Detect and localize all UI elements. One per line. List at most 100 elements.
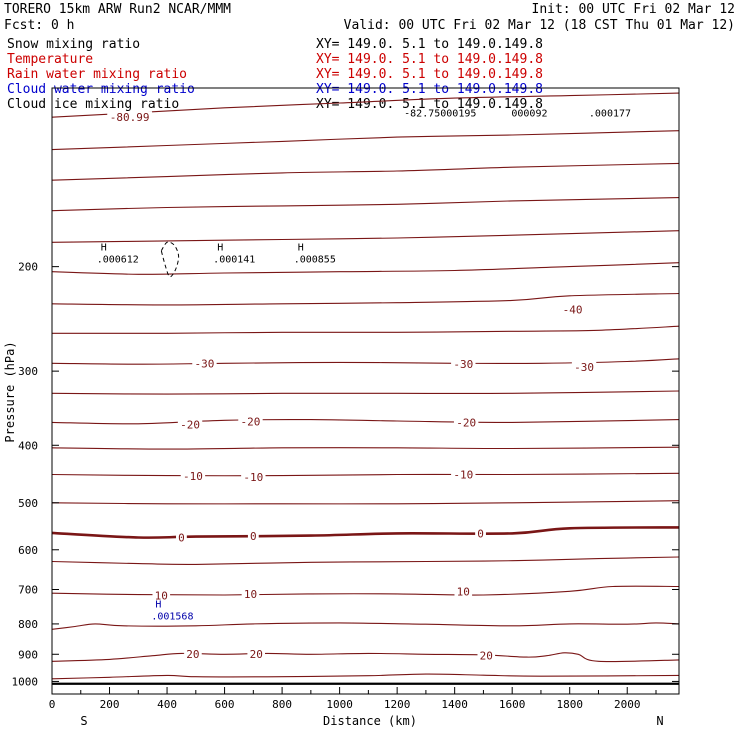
- extremum-letter-0: H: [101, 243, 107, 254]
- x-tick-label-2000: 2000: [614, 698, 641, 711]
- extremum-letter-1: H: [217, 243, 223, 254]
- y-tick-label-900: 900: [18, 648, 38, 661]
- isotherm-m20: [52, 418, 679, 425]
- valid-time: Valid: 00 UTC Fri 02 Mar 12 (18 CST Thu …: [344, 18, 735, 33]
- extremum-value-3: .001568: [151, 611, 193, 622]
- x-tick-label-800: 800: [272, 698, 292, 711]
- isotherm-0: [52, 526, 679, 539]
- isotherm-label-bg-7: [453, 416, 479, 429]
- isotherm-label-bg-11: [176, 531, 187, 544]
- isotherm-m55: [52, 197, 679, 212]
- extremum-value-5: 000092: [511, 109, 547, 120]
- isotherm-m50: [52, 230, 679, 243]
- isotherm-m15: [52, 446, 679, 450]
- plot-border: [51, 87, 680, 695]
- isotherm-label-15: 10: [244, 588, 257, 601]
- isotherm-label-8: -10: [183, 470, 203, 483]
- x-tick-label-400: 400: [157, 698, 177, 711]
- isotherm-label-bg-2: [192, 357, 217, 370]
- isotherm-label-bg-15: [241, 588, 260, 601]
- isotherm-5: [52, 556, 679, 565]
- isotherm-label-11: 0: [178, 531, 185, 544]
- x-tick-label-0: 0: [49, 698, 56, 711]
- isotherm-lines: [52, 92, 679, 685]
- isotherm-10: [52, 585, 679, 596]
- isotherm-label-12: 0: [250, 530, 257, 543]
- extremum-value-1: .000141: [213, 255, 255, 266]
- isotherm-label-3: -30: [453, 358, 473, 371]
- isotherm-m25: [52, 390, 679, 395]
- isotherm-label-9: -10: [243, 471, 263, 484]
- isotherm-m5: [52, 500, 679, 505]
- init-time: Init: 00 UTC Fri 02 Mar 12: [532, 2, 736, 17]
- isotherm-label-bg-10: [451, 468, 476, 481]
- x-tick-label-200: 200: [100, 698, 120, 711]
- isotherm-label-0: -80.99: [110, 111, 150, 124]
- extremum-value-0: .000612: [97, 255, 139, 266]
- model-title: TORERO 15km ARW Run2 NCAR/MMM: [4, 2, 231, 17]
- y-tick-label-200: 200: [18, 261, 38, 274]
- extrema-labels: H.000612H.000141H.000855H.001568-82.7500…: [97, 109, 631, 623]
- x-axis-ticks: 0 200 400 600 800 1000 1200 1400 1600 1800 2000: [49, 687, 657, 711]
- isotherm-label-bg-16: [454, 585, 473, 598]
- isotherm-15: [52, 622, 679, 630]
- isotherm-label-bg-18: [247, 647, 266, 660]
- isotherm-label-6: -20: [241, 416, 261, 429]
- isotherm-label-19: 20: [480, 650, 493, 663]
- isotherm-label-16: 10: [457, 585, 470, 598]
- isotherm-labels: -80.99 -40 -30 -30 -30 -20 -20 -20 -10 -10 -10 0 0 0 1…: [107, 111, 597, 663]
- isotherm-m60: [52, 162, 679, 181]
- isotherm-label-bg-12: [247, 530, 259, 543]
- isotherm-label-2: -30: [194, 357, 214, 370]
- isotherm-label-10: -10: [453, 468, 473, 481]
- y-tick-label-600: 600: [18, 544, 38, 557]
- field-cloud-ice-label: Cloud ice mixing ratio: [7, 97, 179, 112]
- x-axis-title: Distance (km): [323, 714, 417, 728]
- isotherm-label-bg-14: [152, 589, 171, 602]
- field-rain-xy: XY= 149.0. 5.1 to 149.0.149.8: [316, 67, 543, 82]
- isotherm-label-bg-5: [177, 418, 203, 431]
- field-snow-xy: XY= 149.0. 5.1 to 149.0.149.8: [316, 37, 543, 52]
- extremum-value-2: .000855: [294, 255, 336, 266]
- extremum-value-4: -82.75000195: [404, 109, 476, 120]
- isotherm-label-18: 20: [250, 648, 263, 661]
- isotherm-25: [52, 673, 679, 680]
- x-tick-label-1800: 1800: [556, 698, 583, 711]
- isotherm-label-bg-3: [451, 358, 476, 371]
- field-cloud-water-label: Cloud water mixing ratio: [7, 82, 195, 97]
- isotherm-label-bg-4: [571, 360, 597, 373]
- x-tick-label-1200: 1200: [384, 698, 411, 711]
- isotherm-label-4: -30: [574, 361, 594, 374]
- isotherm-label-bg-1: [560, 303, 585, 316]
- isotherm-label-1: -40: [563, 303, 583, 316]
- x-tick-label-1000: 1000: [326, 698, 353, 711]
- plot-frame: [51, 87, 680, 695]
- isotherm-m30: [52, 358, 679, 365]
- x-tick-label-1600: 1600: [499, 698, 526, 711]
- isotherm-label-bg-19: [477, 649, 496, 662]
- isotherm-label-14: 10: [155, 589, 168, 602]
- isotherm-m65: [52, 130, 679, 151]
- isotherm-label-bg-13: [475, 527, 486, 540]
- field-temperature-xy: XY= 149.0. 5.1 to 149.0.149.8: [316, 52, 543, 67]
- y-tick-label-700: 700: [18, 584, 38, 597]
- y-axis-title: Pressure (hPa): [3, 341, 17, 442]
- isotherm-m40: [52, 292, 679, 306]
- extremum-value-6: .000177: [589, 109, 631, 120]
- isotherm-m10: [52, 472, 679, 477]
- isotherm-label-13: 0: [477, 527, 484, 540]
- extremum-letter-3: H: [155, 599, 161, 610]
- field-temperature-label: Temperature: [7, 52, 93, 67]
- isotherm-label-5: -20: [180, 418, 200, 431]
- field-rain-label: Rain water mixing ratio: [7, 67, 187, 82]
- isotherm-20: [52, 652, 679, 663]
- snow-mixing-contours: [160, 241, 180, 278]
- isotherm-label-bg-6: [238, 415, 263, 428]
- field-cloud-ice-xy: XY= 149.0. 5.1 to 149.0.149.8: [316, 97, 543, 112]
- north-label: N: [656, 714, 663, 728]
- isotherm-label-7: -20: [456, 416, 476, 429]
- field-snow-label: Snow mixing ratio: [7, 37, 140, 52]
- isotherm-label-bg-0: [107, 111, 153, 124]
